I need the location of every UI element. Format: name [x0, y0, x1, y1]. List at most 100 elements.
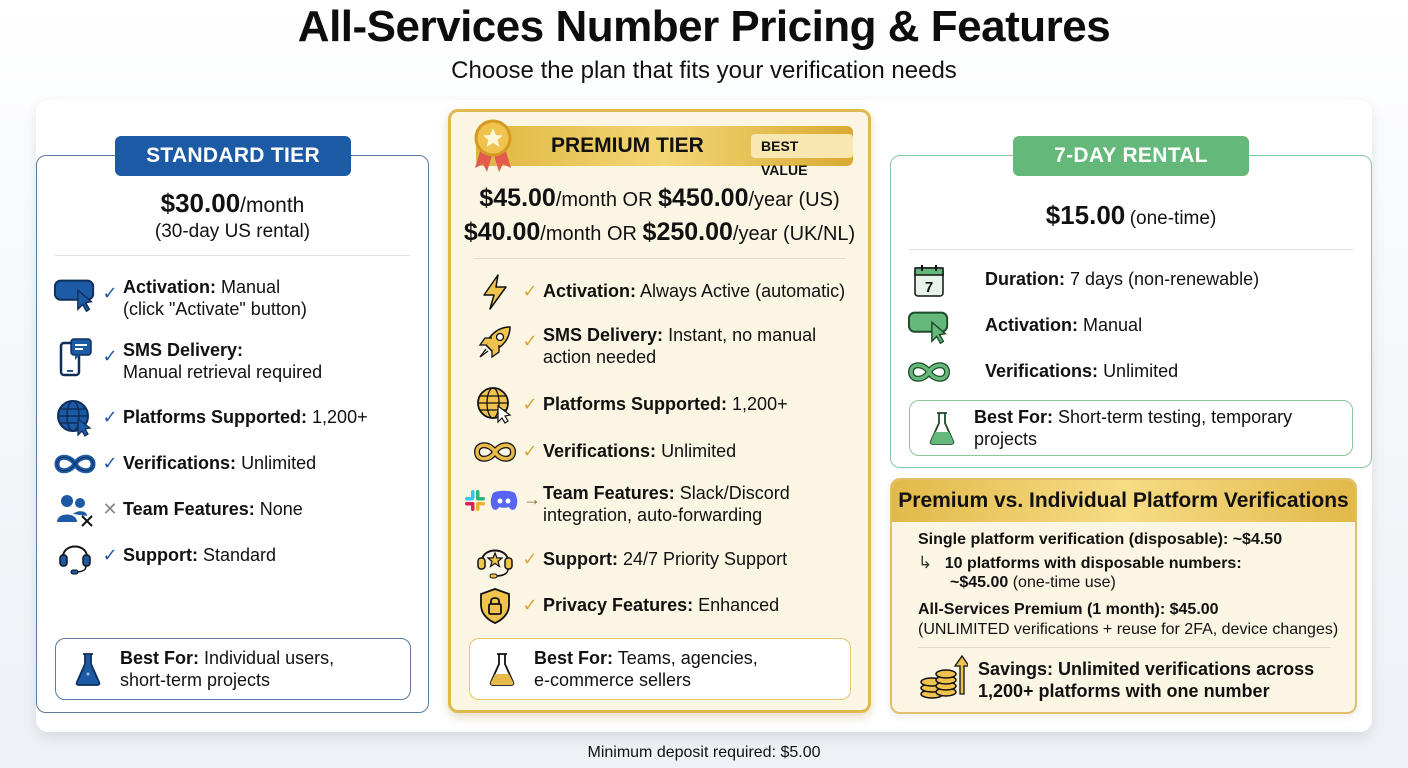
- best-for-label: Best For:: [120, 648, 200, 668]
- standard-feature-sms: ✓ SMS Delivery: Manual retrieval required: [53, 338, 323, 383]
- feature-label: Verifications:: [543, 441, 657, 461]
- premium-best-for: Best For: Teams, agencies, e-commerce sel…: [469, 638, 851, 700]
- rocket-icon: [473, 324, 517, 360]
- check-icon: ✓: [522, 595, 538, 615]
- x-mark-icon: ✕: [102, 499, 118, 519]
- comparison-single: Single platform verification (disposable…: [918, 531, 1283, 548]
- comparison-premium-note: (UNLIMITED verifications + reuse for 2FA…: [918, 621, 1339, 638]
- feature-label: Platforms Supported:: [543, 394, 728, 414]
- feature-value-2: (click "Activate" button): [123, 299, 307, 319]
- check-icon: ✓: [102, 407, 118, 427]
- infinity-icon: [473, 434, 517, 470]
- calendar-7-icon: 7: [907, 262, 951, 298]
- headset-icon: [53, 538, 97, 575]
- feature-label: Team Features:: [123, 499, 255, 519]
- check-icon: ✓: [102, 545, 118, 565]
- feature-value: None: [259, 499, 303, 519]
- feature-value: 7 days (non-renewable): [1070, 269, 1260, 289]
- infinity-icon: [53, 446, 97, 482]
- standard-feature-activation: ✓ Activation: Manual (click "Activate" bu…: [53, 276, 307, 320]
- comparison-ten-note: (one-time use): [1008, 574, 1116, 591]
- divider: [55, 255, 410, 256]
- rental-price-amount: $15.00: [1045, 200, 1126, 230]
- svg-text:7: 7: [925, 279, 933, 296]
- rental-feature-verifications: Verifications: Unlimited: [907, 354, 1178, 390]
- comparison-ten-amount: ~$45.00: [950, 574, 1009, 591]
- standard-tier-card[interactable]: STANDARD TIER $30.00/month (30-day US re…: [36, 136, 429, 713]
- price-amount: $250.00: [642, 218, 733, 246]
- rental-card[interactable]: 7-DAY RENTAL $15.00 (one-time) 7 Duratio…: [890, 136, 1372, 468]
- check-icon: ✓: [102, 346, 118, 366]
- premium-feature-verifications: ✓ Verifications: Unlimited: [473, 434, 736, 470]
- price-unit: /year (UK/NL): [732, 223, 856, 245]
- globe-cursor-icon: [473, 387, 517, 424]
- feature-value: Instant, no manual: [668, 325, 817, 345]
- flask-icon: [56, 652, 120, 686]
- premium-feature-privacy: ✓ Privacy Features: Enhanced: [473, 588, 779, 624]
- arrow-right-icon: →: [523, 489, 541, 509]
- check-icon: ✓: [522, 441, 538, 461]
- feature-label: Team Features:: [543, 483, 675, 503]
- feature-value: Unlimited: [241, 453, 317, 473]
- best-for-value-2: short-term projects: [120, 670, 271, 690]
- feature-value-2: integration, auto-forwarding: [543, 505, 763, 525]
- best-for-value-2: projects: [974, 429, 1038, 449]
- slack-discord-icon: [463, 482, 521, 518]
- rental-label: 7-DAY RENTAL: [1013, 136, 1249, 176]
- coins-growth-icon: [918, 654, 971, 707]
- lightning-icon: [473, 274, 517, 310]
- best-for-value: Short-term testing, temporary: [1058, 407, 1293, 427]
- feature-value: Manual: [1083, 315, 1143, 335]
- feature-value-2: Manual retrieval required: [123, 362, 323, 382]
- savings-line-2: 1,200+ platforms with one number: [978, 681, 1270, 701]
- feature-label: SMS Delivery:: [123, 340, 244, 360]
- headset-star-icon: [473, 542, 517, 579]
- feature-value: Standard: [203, 545, 277, 565]
- premium-feature-team: → Team Features: Slack/Discord integratio…: [463, 482, 790, 526]
- premium-tier-card[interactable]: PREMIUM TIER BEST VALUE $45.00/month OR …: [448, 109, 871, 713]
- shield-lock-icon: [473, 588, 517, 624]
- standard-price-note: (30-day US rental): [154, 221, 311, 242]
- feature-label: Support:: [123, 545, 198, 565]
- standard-feature-verifications: ✓ Verifications: Unlimited: [53, 446, 316, 482]
- check-icon: ✓: [522, 281, 538, 301]
- rental-feature-duration: 7 Duration: 7 days (non-renewable): [907, 262, 1259, 298]
- premium-price-uk: $40.00/month OR $250.00/year (UK/NL): [451, 216, 868, 250]
- best-for-value: Teams, agencies,: [617, 648, 758, 668]
- feature-value: Manual: [221, 277, 281, 297]
- check-icon: ✓: [522, 549, 538, 569]
- comparison-ten: ↳ 10 platforms with disposable numbers:: [918, 553, 1242, 574]
- feature-label: Support:: [543, 549, 618, 569]
- price-unit: /month OR: [555, 189, 659, 211]
- medal-star-icon: [473, 118, 513, 177]
- divider: [909, 249, 1353, 250]
- infinity-icon: [907, 354, 951, 390]
- rental-best-for: Best For: Short-term testing, temporary p…: [909, 400, 1353, 456]
- price-unit: /month OR: [540, 223, 643, 245]
- premium-price-us: $45.00/month OR $450.00/year (US): [451, 182, 868, 216]
- premium-feature-sms: ✓ SMS Delivery: Instant, no manual action…: [473, 324, 816, 368]
- phone-message-icon: [53, 338, 97, 377]
- feature-value: 1,200+: [312, 407, 368, 427]
- feature-value: 1,200+: [732, 394, 788, 414]
- feature-value-2: action needed: [543, 347, 657, 367]
- standard-tier-label: STANDARD TIER: [115, 136, 351, 176]
- check-icon: ✓: [522, 394, 538, 414]
- page-subtitle: Choose the plan that fits your verificat…: [451, 57, 957, 84]
- feature-label: Activation:: [985, 315, 1079, 335]
- standard-feature-support: ✓ Support: Standard: [53, 538, 277, 575]
- price-amount: $45.00: [479, 184, 556, 212]
- premium-feature-support: ✓ Support: 24/7 Priority Support: [473, 542, 787, 579]
- standard-best-for: Best For: Individual users, short-term pr…: [55, 638, 411, 700]
- best-for-value-2: e-commerce sellers: [534, 670, 692, 690]
- minimum-deposit-note: Minimum deposit required: $5.00: [587, 744, 821, 761]
- premium-tier-header: PREMIUM TIER BEST VALUE: [476, 126, 853, 178]
- check-icon: ✓: [102, 283, 118, 303]
- feature-label: Privacy Features:: [543, 595, 694, 615]
- divider: [918, 647, 1331, 648]
- comparison-savings: Savings: Unlimited verifications across 1…: [978, 658, 1314, 702]
- button-click-icon: [53, 276, 97, 312]
- comparison-title: Premium vs. Individual Platform Verifica…: [892, 480, 1355, 522]
- best-value-badge: BEST VALUE: [751, 134, 853, 178]
- price-unit: /year (US): [748, 189, 840, 211]
